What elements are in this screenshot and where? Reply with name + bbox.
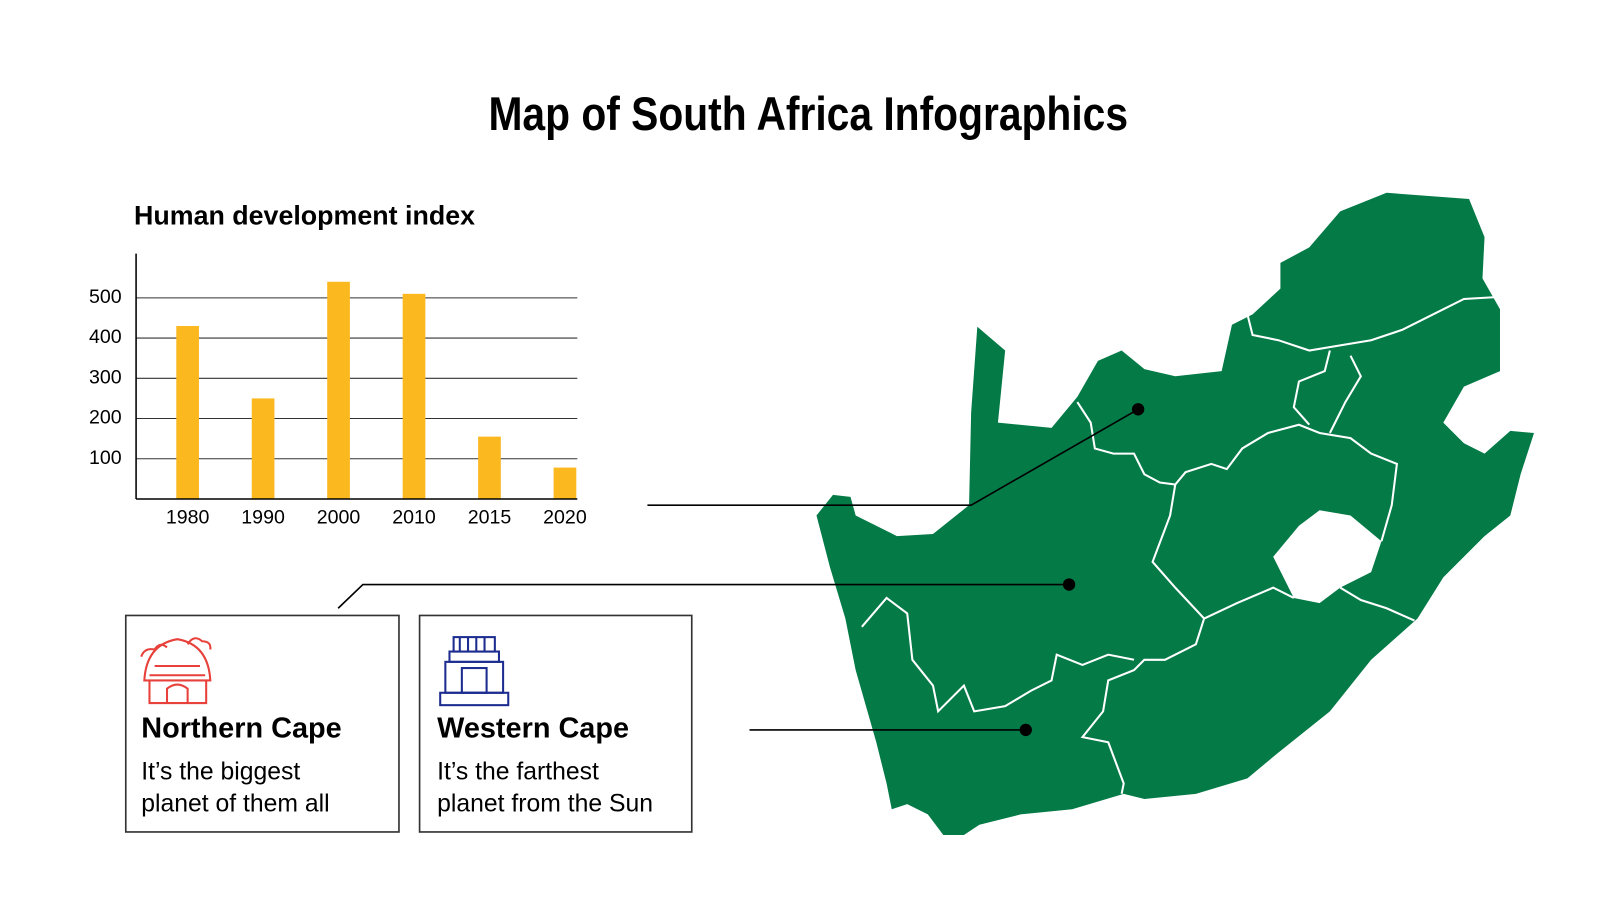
y-tick-label: 500 bbox=[89, 286, 122, 308]
chart-title: Human development index bbox=[134, 201, 475, 231]
card-text: planet from the Sun bbox=[437, 791, 653, 818]
y-tick-label: 200 bbox=[89, 407, 122, 429]
card-title: Northern Cape bbox=[141, 713, 341, 745]
bar bbox=[478, 436, 501, 499]
x-tick-label: 1980 bbox=[166, 507, 210, 529]
y-tick-label: 100 bbox=[89, 447, 122, 469]
bar bbox=[402, 293, 426, 499]
x-tick-label: 2010 bbox=[392, 507, 436, 529]
bar bbox=[176, 326, 199, 499]
card-text: It’s the biggest bbox=[141, 759, 300, 786]
bar bbox=[327, 281, 350, 499]
chart: 100 200 300 400 500 1980 1990 2000 2010 2015 2020 bbox=[89, 253, 587, 529]
y-tick-label: 300 bbox=[89, 366, 122, 388]
hut-icon bbox=[140, 637, 212, 705]
card-title: Western Cape bbox=[437, 713, 629, 745]
bar bbox=[553, 467, 577, 499]
card bbox=[124, 614, 400, 833]
slide-title: Map of South Africa Infographics bbox=[488, 88, 1128, 141]
map bbox=[816, 192, 1535, 836]
connector-dots bbox=[1019, 403, 1145, 737]
monument-icon bbox=[439, 636, 510, 707]
bar bbox=[251, 398, 275, 499]
x-tick-label: 2000 bbox=[317, 507, 361, 529]
card-text: planet of them all bbox=[141, 791, 329, 818]
card bbox=[418, 614, 693, 833]
connectors bbox=[337, 408, 1139, 731]
y-tick-label: 400 bbox=[89, 326, 122, 348]
card-text: It’s the farthest bbox=[437, 759, 599, 786]
x-tick-label: 2015 bbox=[468, 507, 512, 529]
x-tick-label: 1990 bbox=[241, 507, 285, 529]
x-tick-label: 2020 bbox=[543, 507, 587, 529]
